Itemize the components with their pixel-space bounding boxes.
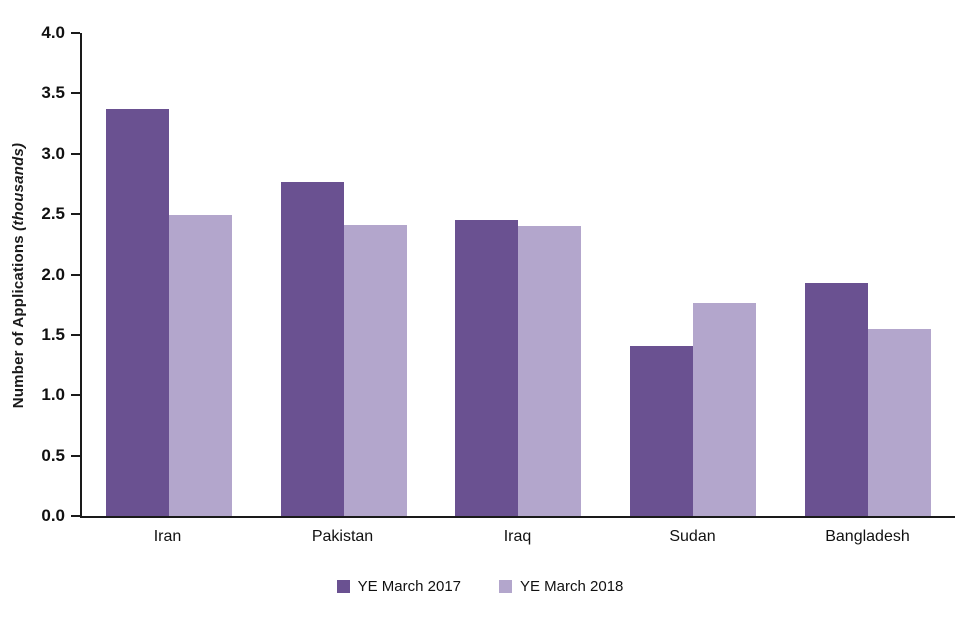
y-tick-mark [71, 32, 80, 34]
bar-ye-march-2017-iraq [455, 220, 519, 516]
bar-ye-march-2018-iran [169, 215, 233, 516]
bar-group-iraq [431, 33, 606, 516]
bar-group-bangladesh [780, 33, 955, 516]
y-tick-mark [71, 152, 80, 155]
y-tick-label: 3.0 [41, 143, 65, 163]
legend-item-ye-march-2018: YE March 2018 [499, 578, 623, 595]
bar-group-sudan [606, 33, 781, 516]
y-tick-label: 0.0 [41, 506, 65, 525]
y-tick-mark [71, 515, 80, 517]
bar-ye-march-2018-iraq [518, 226, 582, 516]
y-tick-mark [71, 92, 80, 95]
bar-ye-march-2017-sudan [630, 345, 694, 516]
x-label-iraq: Iraq [503, 528, 532, 545]
x-label-pakistan: Pakistan [311, 528, 374, 545]
legend-label-ye-march-2017: YE March 2017 [357, 578, 461, 595]
y-tick-label: 2.5 [41, 204, 65, 224]
y-tick-mark [71, 394, 80, 397]
y-tick-label: 0.5 [41, 445, 65, 465]
x-label-sudan: Sudan [669, 528, 716, 545]
y-tick-label: 2.0 [41, 264, 65, 284]
bar-ye-march-2018-sudan [693, 303, 757, 516]
bar-ye-march-2018-bangladesh [867, 328, 931, 516]
y-tick-mark [71, 273, 80, 276]
bar-ye-march-2017-bangladesh [804, 282, 868, 516]
y-tick-label: 4.0 [41, 23, 65, 42]
legend: YE March 2017 YE March 2018 [0, 578, 960, 595]
y-tick-label: 1.5 [41, 324, 65, 344]
bar-ye-march-2017-iran [106, 109, 170, 516]
plot-groups [82, 33, 955, 516]
legend-item-ye-march-2017: YE March 2017 [336, 578, 461, 595]
legend-label-ye-march-2018: YE March 2018 [520, 578, 624, 595]
x-label-bangladesh: Bangladesh [825, 528, 910, 545]
legend-swatch-ye-march-2018 [499, 580, 512, 593]
y-tick-mark [71, 213, 80, 216]
x-label-iran: Iran [153, 528, 182, 545]
y-tick-label: 3.5 [41, 83, 65, 103]
plot-area: 0.0 0.5 1.0 1.5 2.0 2.5 3.0 3.5 4.0 [41, 23, 955, 525]
bar-ye-march-2017-pakistan [280, 181, 344, 516]
bar-group-iran [82, 33, 257, 516]
y-tick-label: 1.0 [41, 385, 65, 405]
x-axis-labels: Iran Pakistan Iraq Sudan Bangladesh [80, 528, 955, 546]
bar-group-pakistan [257, 33, 432, 516]
y-tick-mark [71, 454, 80, 457]
y-tick-mark [71, 333, 80, 336]
y-axis-title-text: Number of Applications [10, 230, 28, 409]
bar-ye-march-2018-pakistan [343, 225, 407, 516]
legend-swatch-ye-march-2017 [336, 580, 350, 593]
